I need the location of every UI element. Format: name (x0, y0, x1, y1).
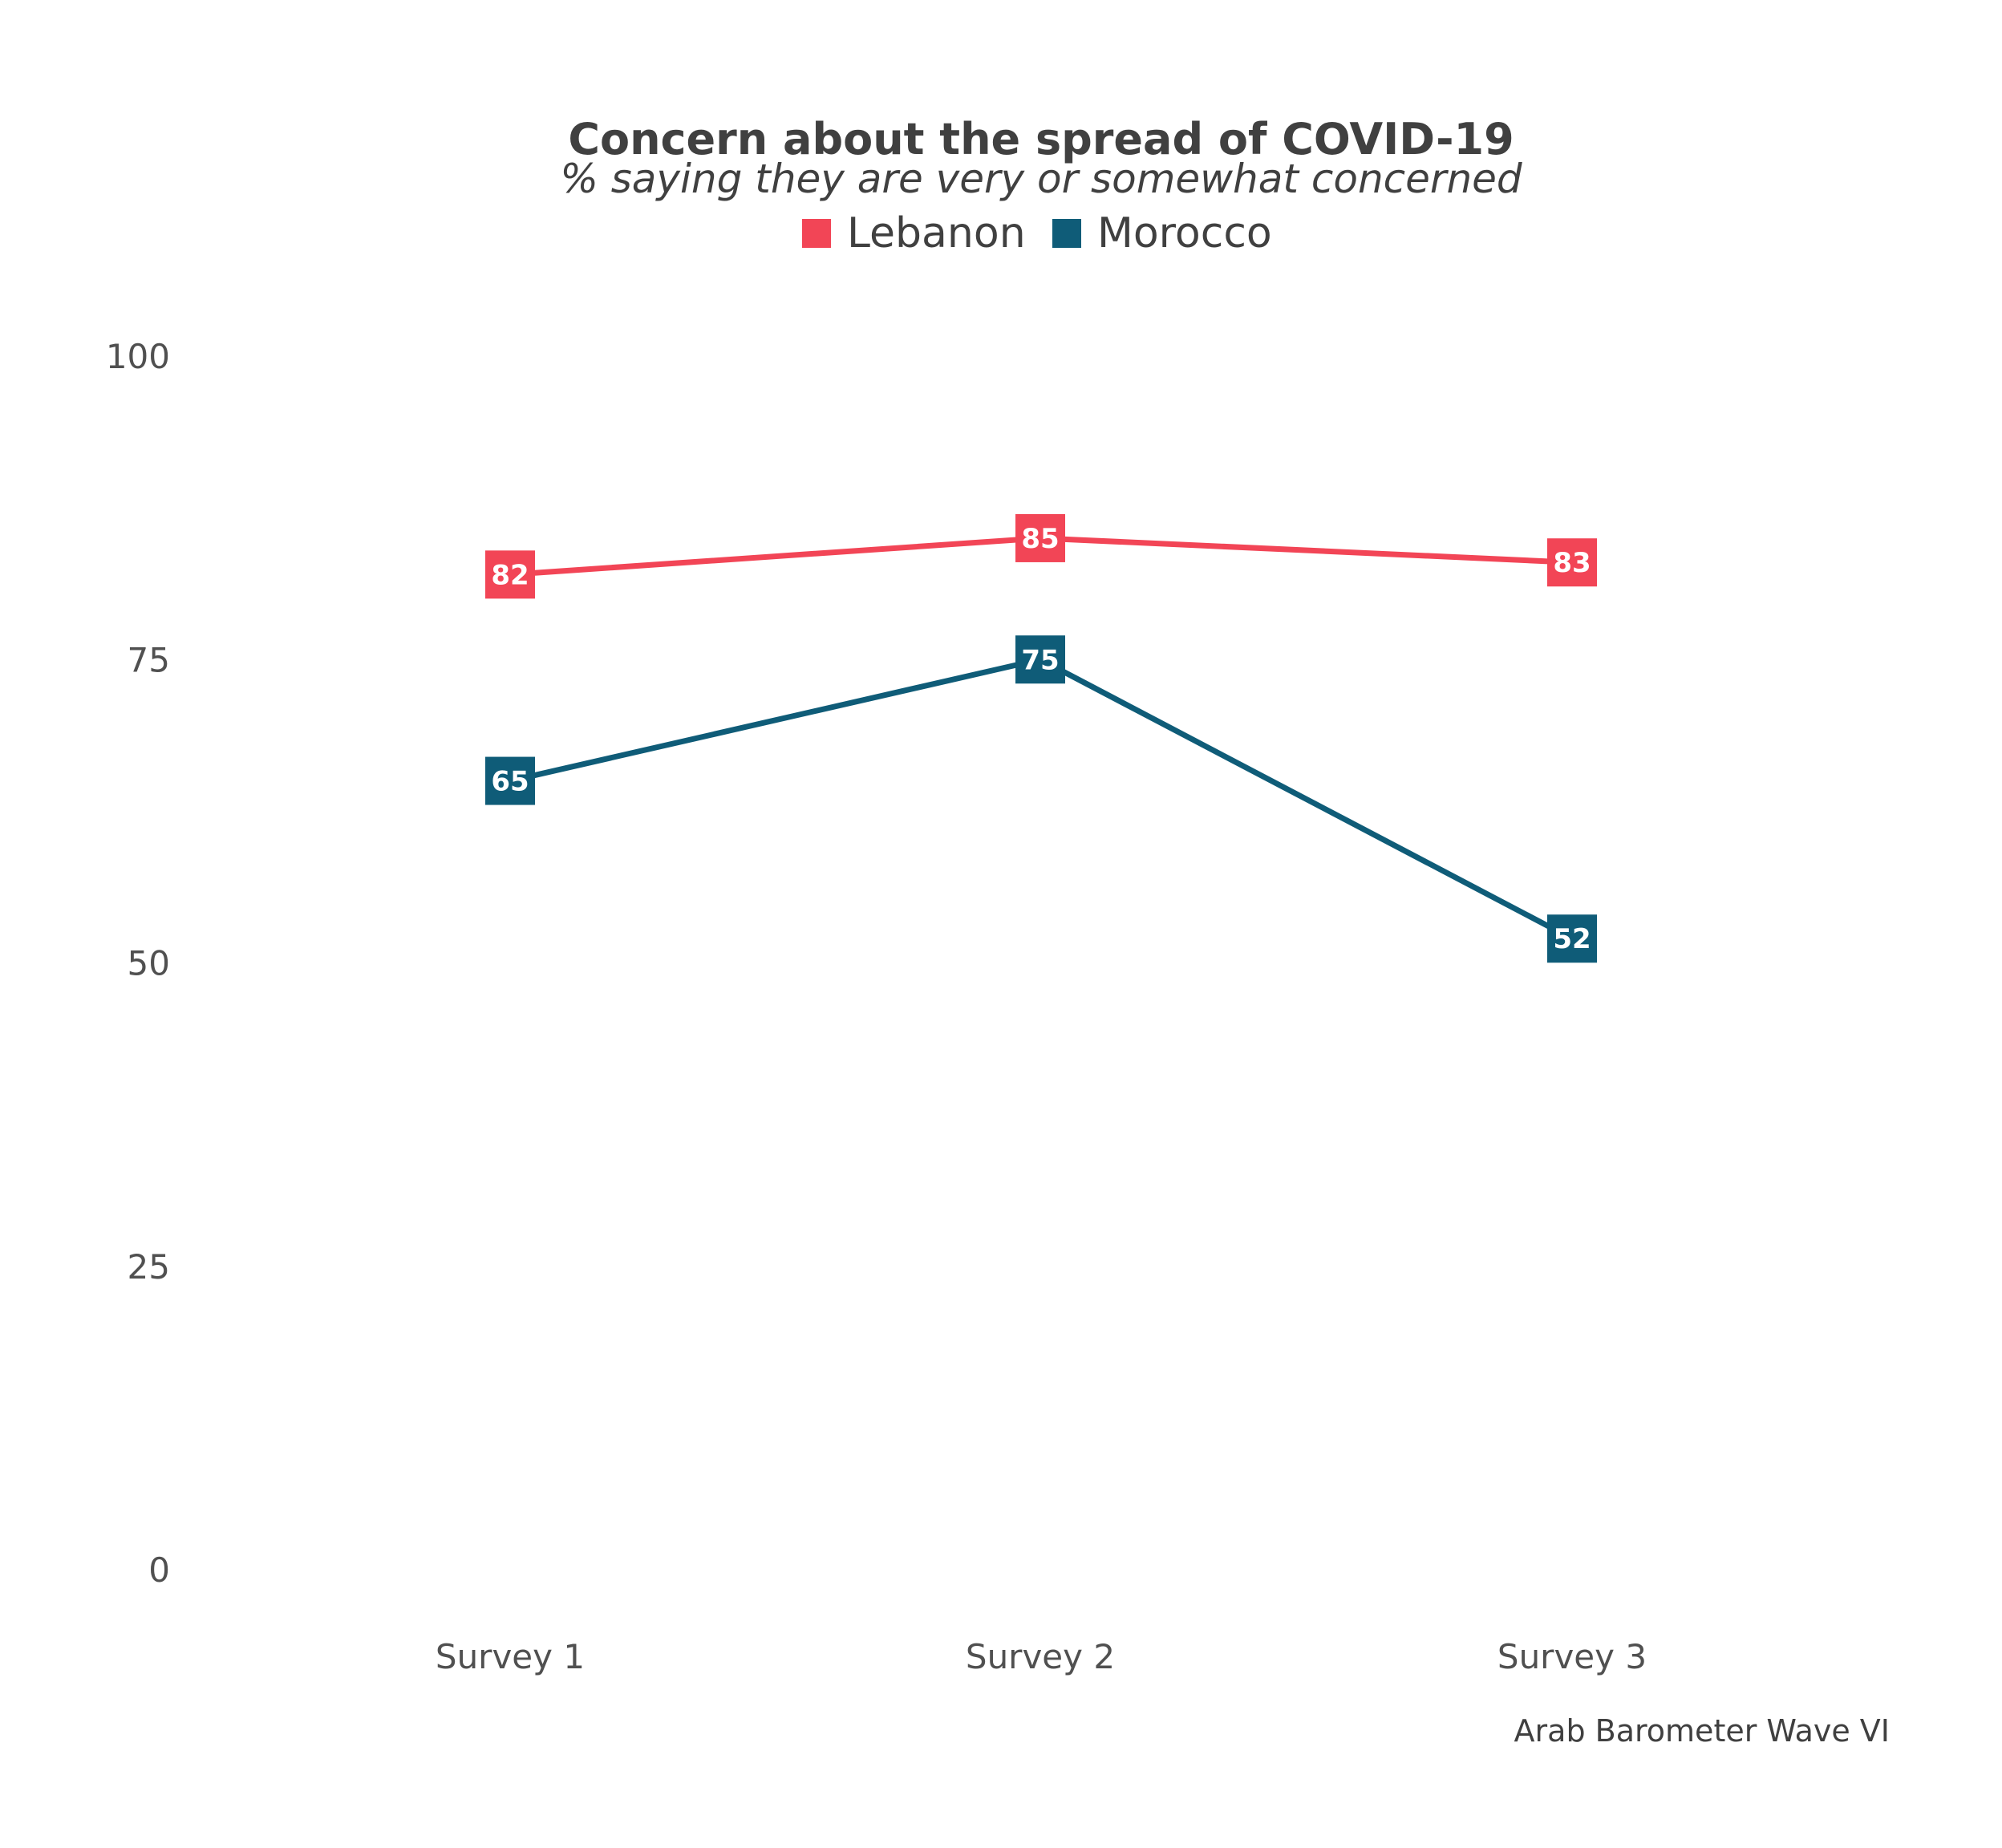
data-label-lebanon: 83 (1553, 547, 1591, 579)
x-tick-label: Survey 2 (966, 1637, 1115, 1676)
chart-title: Concern about the spread of COVID-19 (568, 114, 1514, 164)
data-point-lebanon (1547, 538, 1597, 587)
x-tick-label: Survey 1 (436, 1637, 585, 1676)
y-tick-label: 75 (128, 640, 170, 679)
data-label-morocco: 75 (1021, 644, 1059, 676)
data-label-lebanon: 82 (491, 559, 529, 591)
data-label-lebanon: 85 (1021, 523, 1059, 555)
legend: Lebanon Morocco (802, 209, 1272, 257)
data-point-lebanon (485, 550, 535, 599)
y-axis: 0 25 50 75 100 (106, 337, 170, 1590)
series-layer: 82 85 83 65 75 52 (485, 513, 1597, 963)
data-point-morocco (1547, 914, 1597, 963)
data-point-lebanon (1015, 513, 1065, 562)
legend-swatch-lebanon (802, 219, 831, 248)
data-point-morocco (485, 756, 535, 805)
legend-label-lebanon: Lebanon (847, 209, 1026, 257)
data-point-morocco (1015, 635, 1065, 684)
chart-subtitle: % saying they are very or somewhat conce… (560, 156, 1522, 202)
x-axis: Survey 1 Survey 2 Survey 3 (436, 1637, 1647, 1676)
chart-caption: Arab Barometer Wave VI (1514, 1713, 1890, 1749)
y-tick-label: 100 (106, 337, 170, 376)
y-tick-label: 25 (128, 1247, 170, 1287)
data-label-morocco: 65 (491, 766, 529, 798)
legend-swatch-morocco (1052, 219, 1081, 248)
legend-label-morocco: Morocco (1097, 209, 1272, 257)
data-label-morocco: 52 (1553, 923, 1591, 955)
y-tick-label: 50 (128, 944, 170, 983)
y-tick-label: 0 (148, 1550, 170, 1590)
x-tick-label: Survey 3 (1497, 1637, 1647, 1676)
